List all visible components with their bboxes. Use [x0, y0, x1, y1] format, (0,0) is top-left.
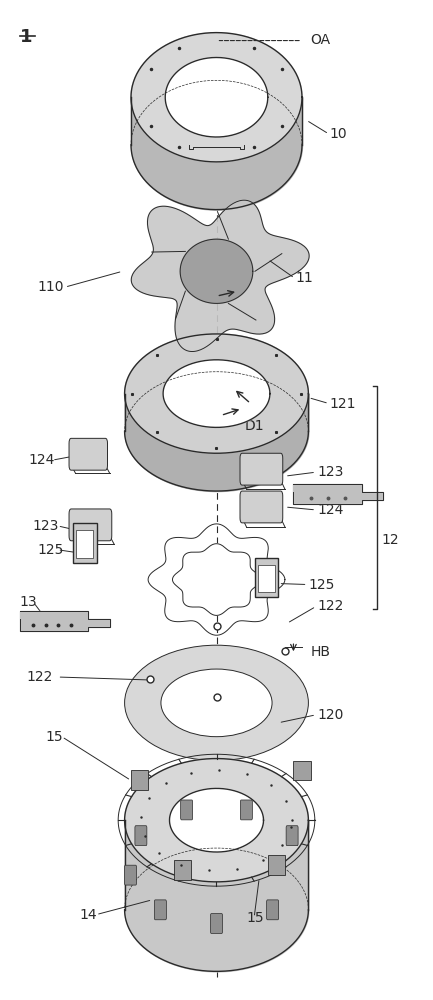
Text: 125: 125: [308, 578, 335, 592]
FancyBboxPatch shape: [267, 900, 278, 920]
Ellipse shape: [125, 645, 308, 761]
FancyBboxPatch shape: [240, 453, 283, 485]
FancyBboxPatch shape: [73, 523, 97, 563]
FancyBboxPatch shape: [268, 855, 285, 875]
FancyBboxPatch shape: [76, 530, 94, 558]
FancyBboxPatch shape: [210, 914, 223, 933]
Polygon shape: [180, 239, 253, 303]
Text: 124: 124: [317, 503, 343, 517]
Polygon shape: [169, 788, 264, 852]
Text: 110: 110: [37, 280, 64, 294]
FancyBboxPatch shape: [69, 438, 107, 470]
Text: 14: 14: [223, 695, 241, 709]
Polygon shape: [172, 544, 261, 615]
Text: 1: 1: [20, 28, 32, 46]
Polygon shape: [131, 200, 309, 352]
Text: 122: 122: [317, 599, 343, 613]
Text: 15: 15: [246, 911, 264, 925]
Text: HB: HB: [310, 645, 330, 659]
Text: 14: 14: [80, 908, 97, 922]
Text: 123: 123: [33, 519, 59, 533]
Polygon shape: [165, 57, 268, 137]
Text: 123: 123: [317, 465, 343, 479]
Text: 122: 122: [26, 670, 53, 684]
Text: 10: 10: [330, 127, 347, 141]
FancyBboxPatch shape: [131, 770, 148, 790]
Text: 11: 11: [296, 271, 313, 285]
FancyBboxPatch shape: [240, 491, 283, 523]
FancyBboxPatch shape: [174, 860, 191, 880]
FancyBboxPatch shape: [69, 509, 112, 541]
FancyBboxPatch shape: [240, 800, 252, 820]
Polygon shape: [125, 334, 308, 453]
Polygon shape: [163, 360, 270, 427]
Text: OA: OA: [310, 33, 331, 47]
FancyBboxPatch shape: [125, 865, 136, 885]
FancyBboxPatch shape: [258, 565, 275, 592]
FancyBboxPatch shape: [155, 900, 166, 920]
FancyBboxPatch shape: [255, 558, 278, 597]
Text: D1: D1: [244, 419, 264, 433]
Text: 125: 125: [37, 543, 63, 557]
Text: 12: 12: [382, 533, 400, 547]
Text: 15: 15: [45, 730, 63, 744]
FancyBboxPatch shape: [181, 800, 193, 820]
Polygon shape: [131, 33, 302, 162]
FancyBboxPatch shape: [286, 826, 298, 846]
Polygon shape: [294, 484, 383, 504]
Text: 121: 121: [330, 397, 356, 411]
Text: 120: 120: [317, 708, 343, 722]
Polygon shape: [125, 759, 308, 882]
FancyBboxPatch shape: [294, 761, 310, 780]
Text: 13: 13: [20, 595, 38, 609]
FancyBboxPatch shape: [135, 826, 147, 846]
Text: 124: 124: [29, 453, 55, 467]
Ellipse shape: [161, 669, 272, 737]
Polygon shape: [20, 611, 110, 631]
